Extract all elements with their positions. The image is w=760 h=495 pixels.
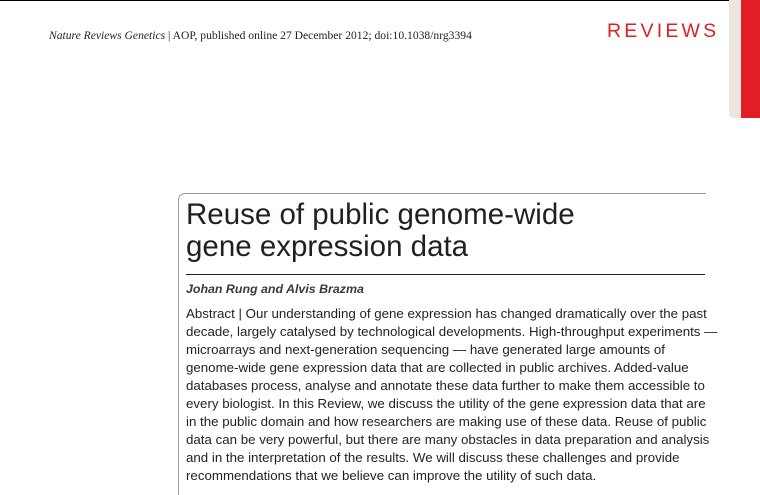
- journal-name: Nature Reviews Genetics: [49, 29, 166, 42]
- top-rule: [0, 0, 760, 1]
- title-rule: [186, 274, 705, 275]
- abstract-line: microarrays and next-generation sequenci…: [186, 342, 665, 357]
- abstract-line: every biologist. In this Review, we disc…: [186, 396, 706, 411]
- abstract-line: Abstract | Our understanding of gene exp…: [186, 306, 707, 321]
- abstract-line: databases process, analyse and annotate …: [186, 378, 705, 393]
- title-line: gene expression data: [186, 230, 469, 263]
- journal-info: | AOP, published online 27 December 2012…: [165, 29, 472, 42]
- abstract-line: and in the interpretation of the results…: [186, 450, 680, 465]
- authors: Johan Rung and Alvis Brazma: [186, 282, 364, 296]
- section-label: REVIEWS: [607, 20, 720, 42]
- title-line: Reuse of public genome-wide: [186, 198, 575, 231]
- abstract-line: recommendations that we believe can impr…: [186, 468, 597, 483]
- section-color-tab: [741, 0, 760, 118]
- abstract-line: genome-wide gene expression data that ar…: [186, 360, 689, 375]
- journal-citation: Nature Reviews Genetics | AOP, published…: [49, 29, 472, 42]
- article-title: Reuse of public genome-wide gene express…: [186, 199, 575, 263]
- abstract-line: decade, largely catalysed by technologic…: [186, 324, 718, 339]
- abstract-line: in the public domain and how researchers…: [186, 414, 707, 429]
- abstract-line: data can be very powerful, but there are…: [186, 432, 710, 447]
- abstract: Abstract | Our understanding of gene exp…: [186, 305, 718, 485]
- article-frame: [178, 193, 706, 495]
